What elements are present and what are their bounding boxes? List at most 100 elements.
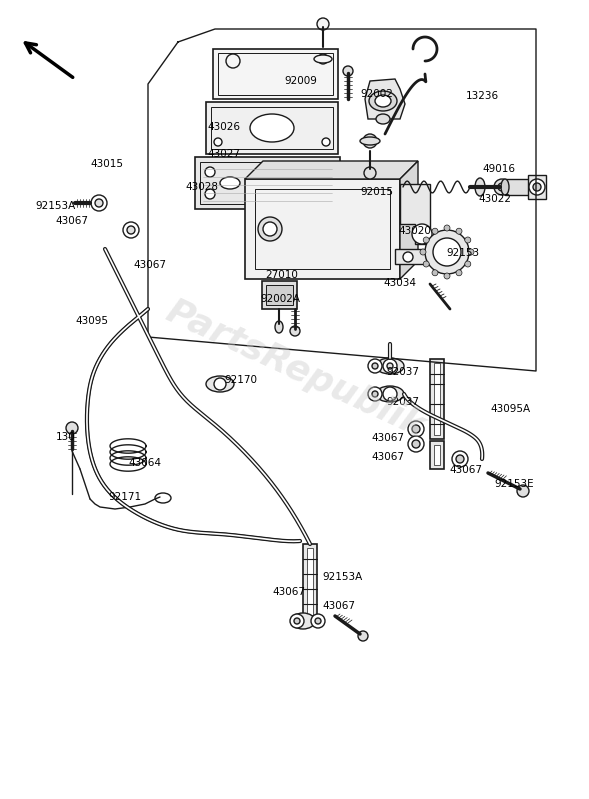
Ellipse shape: [91, 195, 107, 211]
Ellipse shape: [444, 225, 450, 231]
Ellipse shape: [311, 614, 325, 628]
Ellipse shape: [320, 167, 330, 177]
Ellipse shape: [220, 177, 240, 189]
Text: 27010: 27010: [265, 270, 298, 280]
Ellipse shape: [387, 363, 393, 369]
Text: 43067: 43067: [133, 260, 166, 270]
Ellipse shape: [412, 425, 420, 433]
Ellipse shape: [408, 436, 424, 452]
Text: 92009: 92009: [284, 76, 317, 86]
Text: 43095A: 43095A: [490, 404, 530, 414]
Ellipse shape: [376, 114, 390, 124]
Ellipse shape: [376, 358, 404, 374]
Polygon shape: [365, 79, 405, 119]
Bar: [218, 53, 333, 95]
Ellipse shape: [368, 387, 382, 401]
Ellipse shape: [456, 455, 464, 463]
Bar: [505, 179, 530, 195]
Ellipse shape: [383, 359, 397, 373]
Bar: [434, 363, 440, 435]
Bar: [266, 285, 293, 305]
Ellipse shape: [95, 199, 103, 207]
Ellipse shape: [343, 66, 353, 76]
Ellipse shape: [226, 54, 240, 68]
Bar: [213, 49, 338, 99]
Text: 43067: 43067: [55, 216, 88, 226]
Ellipse shape: [290, 614, 304, 628]
Ellipse shape: [295, 177, 315, 189]
Polygon shape: [400, 161, 418, 279]
Text: 43095: 43095: [75, 316, 108, 326]
Text: 43028: 43028: [185, 182, 218, 192]
Bar: [528, 175, 546, 199]
Polygon shape: [395, 249, 440, 264]
Text: 43034: 43034: [383, 278, 416, 288]
Ellipse shape: [423, 261, 429, 267]
Bar: [195, 157, 340, 209]
Text: 92171: 92171: [108, 492, 141, 502]
Ellipse shape: [368, 359, 382, 373]
Ellipse shape: [318, 54, 328, 64]
Ellipse shape: [383, 387, 397, 401]
Ellipse shape: [498, 183, 506, 191]
Ellipse shape: [375, 95, 391, 107]
Text: 92153A: 92153A: [322, 572, 362, 582]
Ellipse shape: [433, 238, 461, 266]
Ellipse shape: [465, 261, 471, 267]
Text: 92037: 92037: [386, 367, 419, 377]
Text: 92153E: 92153E: [494, 479, 534, 489]
Polygon shape: [400, 184, 430, 244]
Ellipse shape: [412, 440, 420, 448]
Ellipse shape: [205, 167, 215, 177]
Ellipse shape: [315, 618, 321, 624]
Text: 92153A: 92153A: [35, 201, 75, 211]
Ellipse shape: [123, 222, 139, 238]
Text: 43067: 43067: [449, 465, 482, 475]
Ellipse shape: [501, 179, 509, 195]
Ellipse shape: [263, 222, 277, 236]
Bar: [307, 548, 313, 615]
Bar: [430, 359, 444, 439]
Bar: [206, 102, 338, 154]
Ellipse shape: [376, 386, 404, 402]
Ellipse shape: [529, 179, 545, 195]
Text: 43067: 43067: [371, 452, 404, 462]
Bar: [245, 179, 400, 279]
Ellipse shape: [444, 273, 450, 279]
Text: 92153: 92153: [446, 248, 479, 258]
Text: 43015: 43015: [90, 159, 123, 169]
Text: 43022: 43022: [478, 194, 511, 204]
Text: 43067: 43067: [371, 433, 404, 443]
Ellipse shape: [66, 422, 78, 434]
Text: 130: 130: [56, 432, 76, 442]
Ellipse shape: [258, 217, 282, 241]
Text: 43020: 43020: [398, 226, 431, 236]
Ellipse shape: [403, 252, 413, 262]
Text: 43064: 43064: [128, 458, 161, 468]
Ellipse shape: [358, 631, 368, 641]
Ellipse shape: [468, 249, 474, 255]
Ellipse shape: [432, 229, 438, 234]
Ellipse shape: [423, 237, 429, 243]
Bar: [430, 441, 444, 469]
Ellipse shape: [420, 249, 426, 255]
Ellipse shape: [214, 378, 226, 390]
Ellipse shape: [155, 493, 171, 503]
Ellipse shape: [206, 376, 234, 392]
Ellipse shape: [456, 229, 462, 234]
Ellipse shape: [314, 55, 332, 63]
Ellipse shape: [494, 179, 510, 195]
Text: 43067: 43067: [272, 587, 305, 597]
Ellipse shape: [205, 189, 215, 199]
Ellipse shape: [456, 270, 462, 276]
Bar: [262, 281, 297, 309]
Ellipse shape: [317, 18, 329, 30]
Text: 92170: 92170: [224, 375, 257, 385]
Ellipse shape: [372, 391, 378, 397]
Ellipse shape: [425, 230, 469, 274]
Bar: [303, 544, 317, 619]
Ellipse shape: [322, 138, 330, 146]
Ellipse shape: [320, 189, 330, 199]
Ellipse shape: [465, 237, 471, 243]
Ellipse shape: [369, 91, 397, 111]
